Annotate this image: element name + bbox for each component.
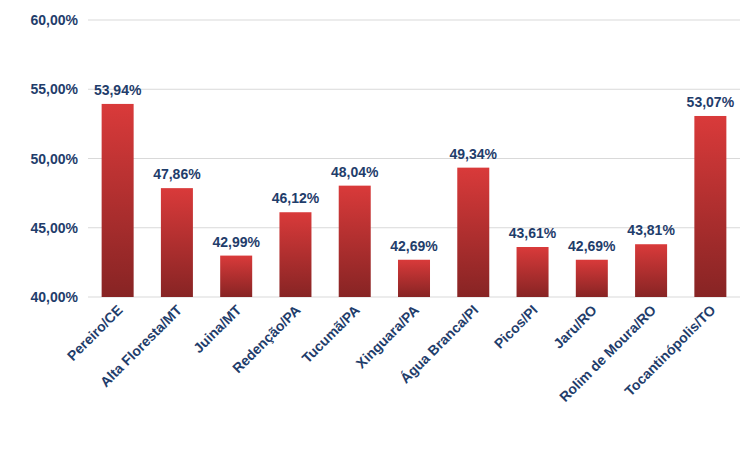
x-tick-label: Tucumã/PA: [299, 302, 363, 366]
grid-line: [88, 158, 740, 159]
x-tick-label: Pereiro/CE: [64, 302, 126, 364]
x-tick-label: Água Branca/PI: [397, 302, 481, 386]
chart-container: 40,00% 45,00% 50,00% 55,00% 60,00% 53,94% 47,8…: [0, 0, 750, 450]
bar: [102, 104, 134, 297]
y-tick-label: 55,00%: [31, 81, 79, 97]
grid-line: [88, 20, 740, 21]
x-tick-label: Tocantinópolis/TO: [621, 302, 718, 399]
data-label: 43,81%: [627, 222, 675, 238]
bar: [517, 247, 549, 297]
data-label: 46,12%: [272, 190, 320, 206]
x-tick-label: Rolim de Moura/RO: [556, 302, 659, 405]
grid-line: [88, 89, 740, 90]
data-label: 53,94%: [94, 82, 142, 98]
y-tick-label: 45,00%: [31, 220, 79, 236]
y-tick-label: 50,00%: [31, 151, 79, 167]
grid: [88, 20, 740, 297]
bar: [161, 188, 193, 297]
bar: [576, 260, 608, 297]
data-label: 49,34%: [450, 146, 498, 162]
x-tick-label: Redenção/PA: [229, 302, 303, 376]
data-label: 53,07%: [687, 94, 735, 110]
bar: [635, 244, 667, 297]
bar: [339, 186, 371, 297]
x-tick-label: Alta Floresta/MT: [97, 301, 186, 390]
bar: [398, 260, 430, 297]
y-tick-label: 60,00%: [31, 12, 79, 28]
data-label: 42,69%: [568, 238, 616, 254]
data-label: 42,69%: [390, 238, 438, 254]
x-tick-label: Jaru/RO: [550, 302, 600, 352]
bars: [102, 104, 727, 297]
x-tick-label: Juina/MT: [190, 301, 245, 356]
data-label: 47,86%: [153, 166, 201, 182]
chart: 40,00% 45,00% 50,00% 55,00% 60,00% 53,94% 47,8…: [0, 0, 750, 450]
data-label: 42,99%: [212, 234, 260, 250]
bar: [694, 116, 726, 297]
bar: [279, 212, 311, 297]
bar: [457, 168, 489, 297]
data-label: 43,61%: [509, 225, 557, 241]
y-tick-label: 40,00%: [31, 289, 79, 305]
x-tick-label: Picos/PI: [491, 302, 541, 352]
bar: [220, 256, 252, 297]
data-label: 48,04%: [331, 164, 379, 180]
